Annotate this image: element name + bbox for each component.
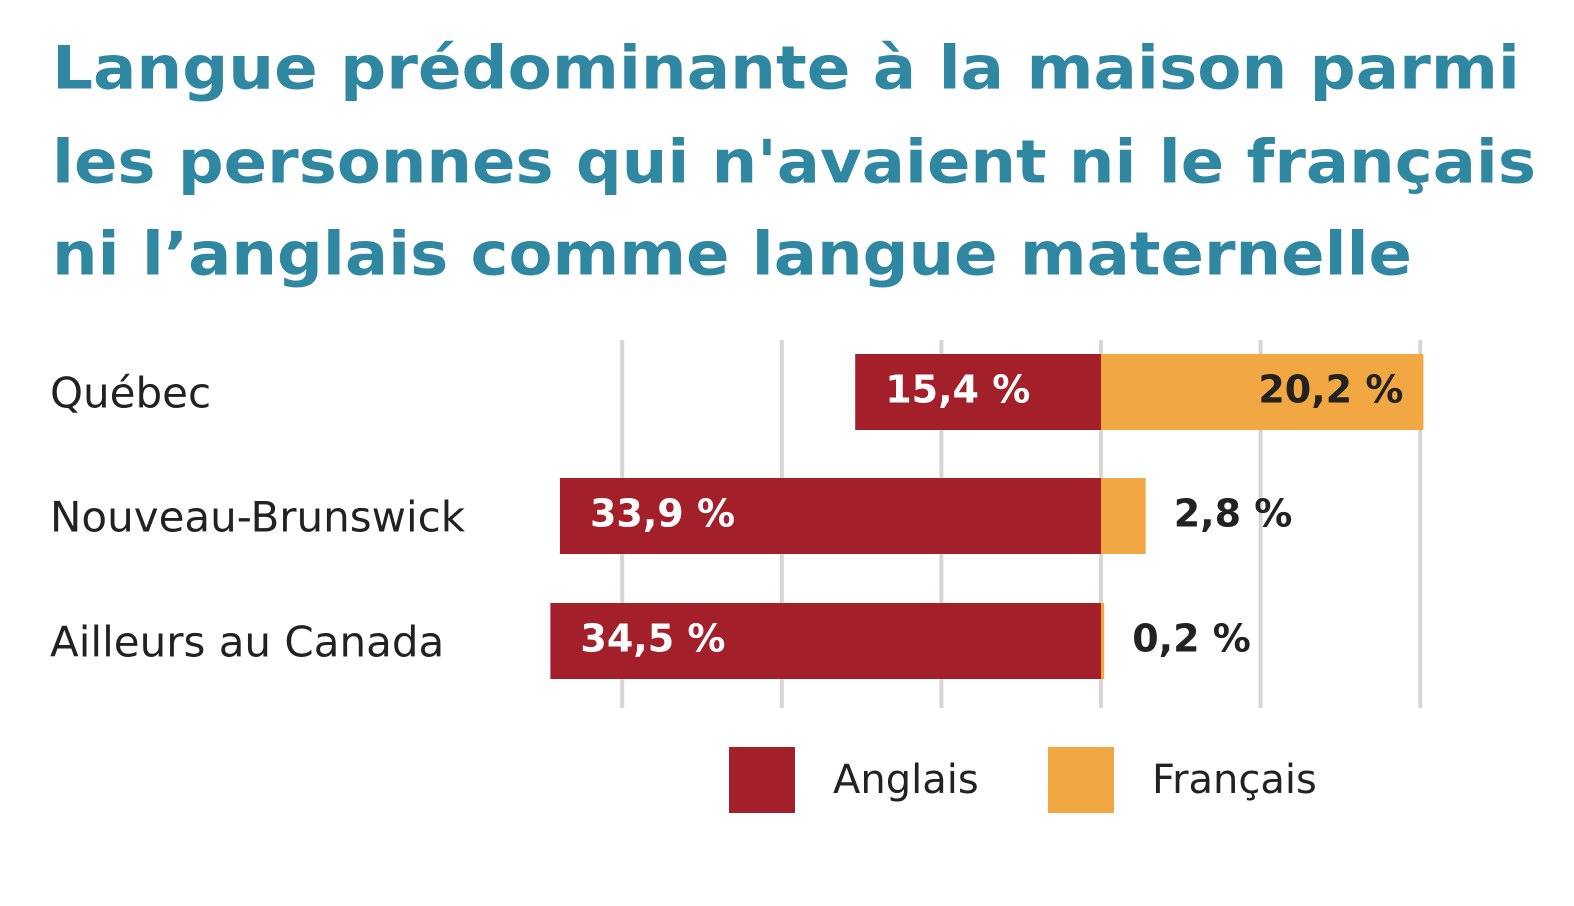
- bar: [1101, 478, 1146, 554]
- value-label: 20,2 %: [1258, 368, 1403, 412]
- value-label: 2,8 %: [1174, 492, 1293, 536]
- legend-label: Anglais: [833, 757, 979, 803]
- bar: [559, 478, 1101, 554]
- legend-swatch: [729, 747, 795, 813]
- legend-label: Français: [1152, 757, 1317, 803]
- chart-title: Langue prédominante à la maison parmi: [52, 34, 1520, 104]
- value-label: 33,9 %: [590, 492, 735, 536]
- bar: [1101, 354, 1424, 430]
- category-label: Nouveau-Brunswick: [50, 493, 466, 542]
- bar: [550, 603, 1101, 679]
- chart-title: ni l’anglais comme langue maternelle: [52, 220, 1412, 290]
- value-label: 34,5 %: [580, 617, 725, 661]
- bar: [855, 354, 1101, 430]
- legend-swatch: [1048, 747, 1114, 813]
- category-label: Ailleurs au Canada: [50, 618, 444, 667]
- value-label: 0,2 %: [1132, 617, 1251, 661]
- chart-title: les personnes qui n'avaient ni le frança…: [52, 128, 1536, 198]
- value-label: 15,4 %: [885, 368, 1030, 412]
- bar: [1101, 603, 1105, 679]
- category-label: Québec: [50, 369, 211, 418]
